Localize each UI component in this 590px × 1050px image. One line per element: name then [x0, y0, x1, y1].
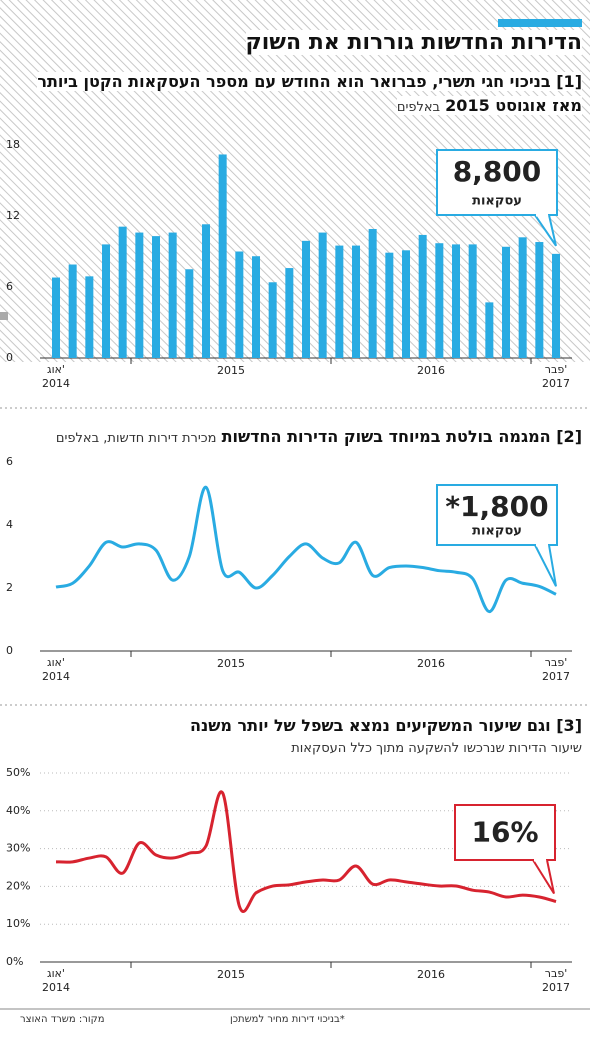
source: מקור: משרד האוצר	[20, 1014, 105, 1025]
bar	[435, 243, 444, 358]
note: *בניכוי דירות מחיר למשתכן	[230, 1014, 345, 1025]
bar	[102, 244, 110, 358]
callout-tail	[532, 859, 555, 895]
chart-title-text: [3] וגם שיעור המשקיעים נמצא בשפל של יותר…	[190, 716, 582, 735]
bar	[335, 245, 344, 358]
bar	[368, 229, 377, 358]
chart-title-text: [1] בניכוי חגי תשרי, פברואר הוא החודש עם…	[37, 72, 582, 115]
chart-title-text: [2] המגמה בולטת במיוחד בשוק הדירות החדשו…	[221, 427, 582, 446]
bar	[535, 242, 544, 358]
bar	[235, 251, 244, 358]
bar	[68, 264, 77, 358]
callout-box	[454, 804, 556, 861]
y-tick-label: 50%	[6, 766, 30, 779]
chart-title: [1] בניכוי חגי תשרי, פברואר הוא החודש עם…	[7, 70, 582, 120]
x-tick-label: פבר'	[545, 967, 567, 980]
y-tick-label: 10%	[6, 917, 30, 930]
accent-bar	[498, 19, 582, 27]
bar	[452, 244, 460, 358]
bar	[118, 226, 127, 358]
bar	[218, 154, 227, 358]
bar	[485, 302, 494, 358]
y-tick-label: 12	[6, 209, 20, 222]
year-label: 2016	[417, 968, 445, 981]
bar	[152, 236, 160, 358]
bar	[468, 244, 477, 358]
bar	[252, 256, 260, 358]
y-tick-label: 18	[6, 138, 20, 151]
bar	[268, 282, 277, 358]
y-tick-label: 6	[6, 280, 13, 293]
x-tick-label: אוג'	[47, 363, 65, 376]
y-tick-label: 20%	[6, 879, 30, 892]
chart-title: [2] המגמה בולטת במיוחד בשוק הדירות החדשו…	[7, 425, 582, 451]
y-tick-label: 30%	[6, 842, 30, 855]
x-tick-label: אוג'	[47, 656, 65, 669]
bar	[85, 276, 94, 358]
callout-value: 16%	[471, 816, 538, 849]
x-tick-label: אוג'	[47, 967, 65, 980]
y-tick-label: 0	[6, 644, 13, 657]
year-label: 2015	[217, 657, 245, 670]
main-title-text: הדירות החדשות גוררות את השוק	[245, 30, 582, 55]
year-label: 2014	[42, 981, 70, 994]
bar	[518, 237, 527, 358]
main-title: הדירות החדשות גוררות את השוק	[245, 30, 582, 55]
y-tick-label: 2	[6, 581, 13, 594]
chart-subtitle: שיעור הדירות שנרכשו להשקעה מתוך כלל העסק…	[291, 741, 582, 756]
year-label: 2016	[417, 364, 445, 377]
bar	[385, 252, 394, 358]
line	[55, 790, 557, 913]
callout-unit: עסקאות	[472, 524, 522, 539]
y-tick-label: 6	[6, 455, 13, 468]
bar	[318, 232, 327, 358]
callout-unit: עסקאות	[472, 194, 522, 209]
bar	[285, 268, 294, 358]
x-tick-label: פבר'	[545, 656, 567, 669]
callout-value: *1,800	[445, 490, 548, 523]
bar	[185, 269, 194, 358]
year-label: 2017	[542, 670, 570, 683]
callout-box	[436, 149, 558, 216]
year-label: 2015	[217, 364, 245, 377]
y-tick-label: 0	[6, 351, 13, 364]
bar	[418, 234, 427, 358]
year-label: 2016	[417, 657, 445, 670]
callout-value: 8,800	[453, 155, 542, 188]
year-label: 2017	[542, 377, 570, 390]
bar	[502, 246, 510, 358]
marker	[0, 312, 8, 320]
year-label: 2017	[542, 981, 570, 994]
bar	[168, 232, 177, 358]
callout-box	[436, 484, 558, 546]
callout-tail	[534, 544, 557, 587]
line	[55, 485, 557, 614]
year-label: 2014	[42, 377, 70, 390]
y-tick-label: 0%	[6, 955, 23, 968]
bar	[202, 224, 210, 358]
bar	[402, 250, 410, 358]
x-tick-label: פבר'	[545, 363, 567, 376]
y-tick-label: 40%	[6, 804, 30, 817]
bar	[135, 232, 144, 358]
chart-subtitle: מכירת דירות חדשות, באלפים	[55, 431, 217, 446]
year-label: 2014	[42, 670, 70, 683]
y-tick-label: 4	[6, 518, 13, 531]
bar	[302, 240, 310, 358]
bar	[52, 277, 60, 358]
chart-subtitle: באלפים	[396, 100, 441, 115]
callout-tail	[534, 214, 557, 247]
bar	[352, 245, 360, 358]
year-label: 2015	[217, 968, 245, 981]
chart-title: [3] וגם שיעור המשקיעים נמצא בשפל של יותר…	[7, 714, 582, 738]
bar	[552, 253, 560, 358]
